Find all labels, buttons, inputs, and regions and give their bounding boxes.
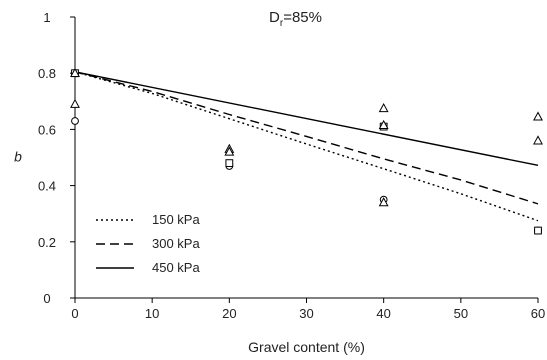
y-tick-label: 0.2 — [38, 235, 56, 250]
series-lines — [74, 71, 539, 222]
annotation-subscript: r — [280, 18, 284, 29]
x-tick-label: 20 — [222, 306, 236, 321]
triangle-marker — [70, 67, 80, 77]
y-ticks: 0 0.2 0.4 0.6 0.8 1 — [38, 10, 75, 306]
data-markers — [70, 67, 543, 235]
triangle-marker — [378, 119, 389, 129]
x-tick-label: 0 — [71, 306, 78, 321]
x-ticks: 0 10 20 30 40 50 60 — [71, 298, 545, 321]
y-tick-label: 0.8 — [38, 66, 56, 81]
x-tick-label: 50 — [454, 306, 468, 321]
x-tick-label: 30 — [299, 306, 313, 321]
chart-annotation: Dr=85% — [269, 9, 322, 29]
legend-label: 450 kPa — [152, 260, 200, 275]
series-line — [74, 71, 539, 205]
y-tick-label: 1 — [43, 10, 50, 25]
triangle-marker — [378, 102, 389, 113]
annotation-main: D — [269, 9, 280, 26]
x-tick-label: 10 — [145, 306, 159, 321]
x-axis-title: Gravel content (%) — [248, 339, 365, 355]
legend-label: 300 kPa — [152, 236, 200, 251]
x-tick-label: 60 — [531, 306, 545, 321]
x-tick-label: 40 — [376, 306, 390, 321]
circle-marker — [71, 117, 79, 125]
legend: 150 kPa 300 kPa 450 kPa — [96, 212, 200, 275]
triangle-marker — [533, 135, 543, 145]
series-line — [74, 71, 539, 167]
annotation-suffix: =85% — [283, 9, 322, 26]
triangle-marker — [70, 98, 80, 108]
triangle-marker — [224, 146, 235, 156]
square-marker — [534, 226, 542, 235]
triangle-marker — [533, 111, 543, 121]
y-tick-label: 0.6 — [38, 122, 56, 137]
y-axis-title: b — [14, 149, 22, 165]
axes — [74, 17, 538, 299]
triangle-marker — [378, 197, 389, 207]
square-marker — [225, 159, 234, 168]
y-tick-label: 0 — [43, 291, 50, 306]
y-tick-label: 0.4 — [38, 179, 56, 194]
legend-label: 150 kPa — [152, 212, 200, 227]
series-line — [74, 71, 539, 222]
